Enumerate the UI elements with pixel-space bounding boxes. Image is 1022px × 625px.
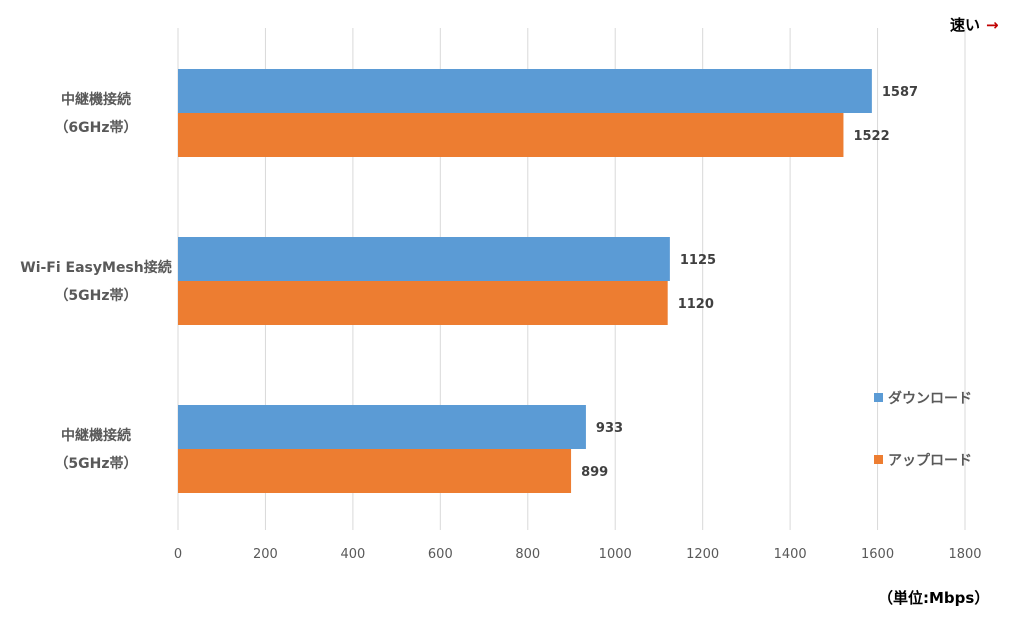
data-label: 1587 bbox=[882, 85, 918, 100]
data-label: 899 bbox=[581, 465, 608, 480]
x-tick-label: 800 bbox=[515, 547, 540, 562]
x-tick-label: 1600 bbox=[861, 547, 894, 562]
bar-download bbox=[178, 69, 872, 113]
category-label: （6GHz帯） bbox=[54, 119, 137, 136]
category-label: （5GHz帯） bbox=[54, 455, 137, 472]
bar-upload bbox=[178, 113, 844, 157]
x-tick-label: 1200 bbox=[686, 547, 719, 562]
data-label: 1522 bbox=[853, 129, 889, 144]
direction-label: 速い bbox=[950, 16, 980, 34]
legend-swatch bbox=[874, 393, 883, 402]
data-label: 1120 bbox=[678, 297, 714, 312]
x-tick-label: 1400 bbox=[774, 547, 807, 562]
bar-download bbox=[178, 237, 670, 281]
category-label: 中継機接続 bbox=[61, 427, 131, 444]
x-tick-labels: 0 200 400 600 800 1000 1200 1400 1600 1800 bbox=[174, 547, 982, 562]
data-label: 933 bbox=[596, 421, 623, 436]
x-tick-label: 1000 bbox=[599, 547, 632, 562]
x-tick-label: 600 bbox=[428, 547, 453, 562]
bars bbox=[178, 69, 872, 493]
bar-download bbox=[178, 405, 586, 449]
legend-label: アップロード bbox=[888, 453, 972, 469]
data-label: 1125 bbox=[680, 253, 716, 268]
x-tick-label: 0 bbox=[174, 547, 182, 562]
legend-swatch bbox=[874, 455, 883, 464]
x-tick-label: 1800 bbox=[948, 547, 981, 562]
legend-label: ダウンロード bbox=[888, 390, 972, 407]
category-label: Wi-Fi EasyMesh接続 bbox=[20, 259, 171, 276]
bar-upload bbox=[178, 449, 572, 493]
category-label: 中継機接続 bbox=[61, 91, 131, 108]
unit-label: （単位:Mbps） bbox=[878, 589, 989, 607]
direction-arrow-icon: → bbox=[986, 16, 999, 34]
category-label: （5GHz帯） bbox=[54, 287, 137, 304]
value-labels: 1587 1522 1125 1120 933 899 bbox=[581, 85, 918, 480]
category-labels: 中継機接続 （6GHz帯） Wi-Fi EasyMesh接続 （5GHz帯） 中継機接続… bbox=[20, 91, 171, 472]
bar-upload bbox=[178, 281, 668, 325]
x-tick-label: 200 bbox=[253, 547, 278, 562]
x-tick-label: 400 bbox=[340, 547, 365, 562]
